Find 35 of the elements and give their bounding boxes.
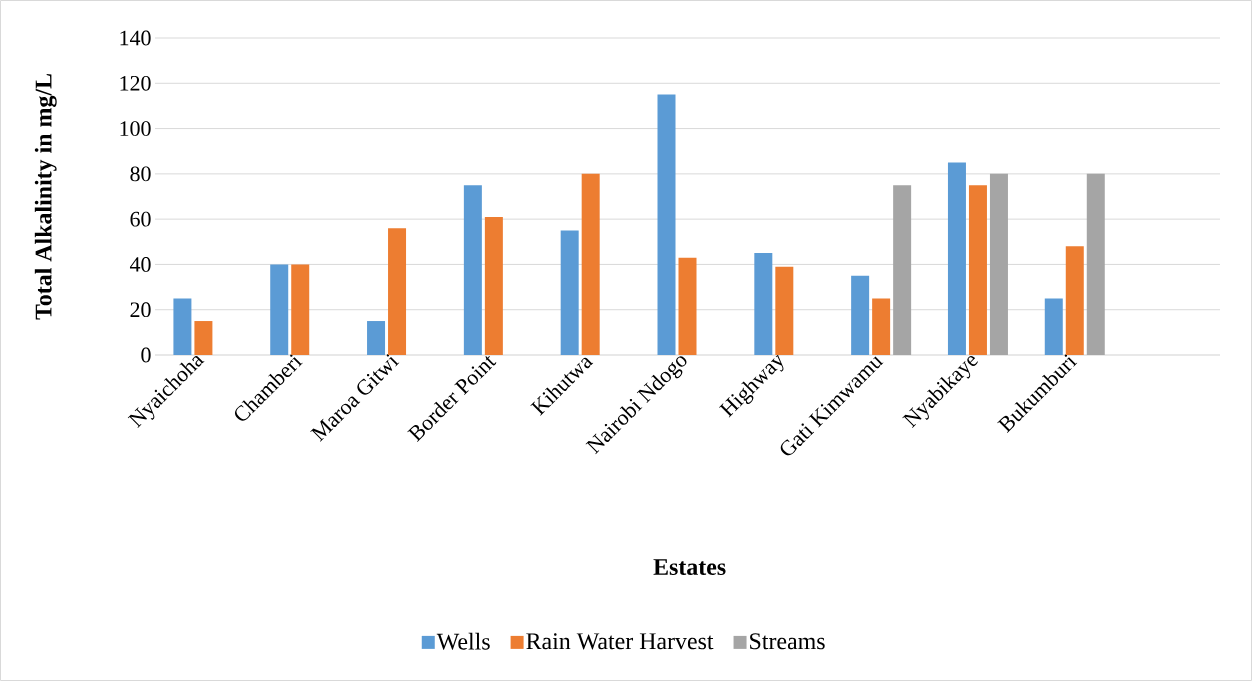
y-tick-label: 40 bbox=[129, 257, 151, 272]
legend-label: Streams bbox=[750, 633, 825, 650]
bar bbox=[968, 185, 987, 355]
bar bbox=[581, 173, 600, 355]
bar bbox=[173, 298, 192, 355]
bar bbox=[560, 230, 579, 355]
bar bbox=[291, 264, 310, 355]
y-axis-title: Total Alkalinity in mg/L bbox=[34, 74, 57, 320]
legend-label: Rain Water Harvest bbox=[526, 633, 714, 650]
bar bbox=[678, 257, 697, 355]
bar bbox=[194, 321, 213, 355]
bar bbox=[872, 298, 891, 355]
bar bbox=[463, 185, 482, 355]
y-tick-label: 100 bbox=[120, 121, 151, 136]
bar bbox=[754, 253, 773, 355]
bar bbox=[947, 162, 966, 355]
bar bbox=[775, 266, 794, 355]
y-tick-label: 20 bbox=[130, 302, 151, 318]
bar bbox=[1065, 246, 1084, 355]
bar bbox=[893, 185, 912, 355]
y-tick-label: 80 bbox=[130, 166, 151, 182]
bar bbox=[657, 94, 676, 355]
bar bbox=[1086, 173, 1105, 355]
bar bbox=[484, 216, 503, 355]
bar bbox=[989, 173, 1008, 355]
y-tick-label: 120 bbox=[120, 75, 151, 91]
bar bbox=[388, 228, 407, 355]
legend-label: Wells bbox=[436, 632, 490, 650]
y-tick-label: 140 bbox=[120, 30, 151, 46]
x-axis-title: Estates bbox=[653, 559, 726, 576]
bar bbox=[851, 275, 870, 355]
bar bbox=[1044, 298, 1063, 355]
bar bbox=[270, 264, 289, 355]
bar bbox=[367, 321, 386, 355]
y-tick-label: 60 bbox=[130, 211, 151, 227]
